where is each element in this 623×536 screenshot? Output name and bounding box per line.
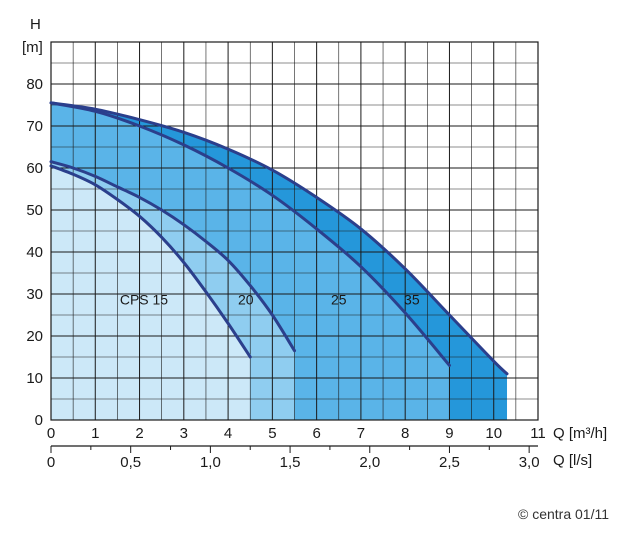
x2-tick-label: 2,0 bbox=[359, 454, 380, 471]
curve-label: 35 bbox=[404, 292, 420, 308]
area-cps-15 bbox=[51, 165, 251, 420]
y-tick-label: 40 bbox=[26, 244, 43, 261]
x-tick-label: 6 bbox=[312, 425, 320, 442]
x2-tick-label: 2,5 bbox=[439, 454, 460, 471]
curve-20 bbox=[49, 160, 296, 353]
y-tick-label: 30 bbox=[26, 286, 43, 303]
x-tick-label: 5 bbox=[268, 425, 276, 442]
x-tick-label: 10 bbox=[485, 425, 502, 442]
curve-25 bbox=[49, 101, 451, 367]
curve-labels: CPS 15 20 25 35 bbox=[120, 292, 420, 308]
pump-curves bbox=[49, 101, 509, 376]
x-tick-label: 7 bbox=[357, 425, 365, 442]
x2-tick-label: 3,0 bbox=[519, 454, 540, 471]
curve-35 bbox=[49, 101, 509, 376]
curve-cps-15 bbox=[49, 164, 252, 359]
x-axis-label-secondary: Q [l/s] bbox=[553, 452, 592, 469]
y-tick-label: 0 bbox=[35, 412, 43, 429]
y-tick-label: 50 bbox=[26, 202, 43, 219]
x-tick-labels-secondary: 0 0,5 1,0 1,5 2,0 2,5 3,0 bbox=[47, 454, 540, 471]
y-tick-label: 10 bbox=[26, 370, 43, 387]
y-tick-label: 80 bbox=[26, 76, 43, 93]
copyright-credit: © centra 01/11 bbox=[518, 506, 609, 522]
x-tick-label: 11 bbox=[530, 425, 546, 442]
x-tick-label: 4 bbox=[224, 425, 232, 442]
y-tick-label: 20 bbox=[26, 328, 43, 345]
y-axis-title: H bbox=[30, 16, 41, 33]
y-tick-labels: 0 10 20 30 40 50 60 70 80 bbox=[26, 76, 43, 429]
y-axis-unit: [m] bbox=[22, 39, 43, 56]
x2-tick-label: 0 bbox=[47, 454, 55, 471]
y-tick-label: 70 bbox=[26, 118, 43, 135]
x-tick-label: 8 bbox=[401, 425, 409, 442]
curve-label: CPS 15 bbox=[120, 292, 168, 308]
x2-tick-label: 1,0 bbox=[200, 454, 221, 471]
x-tick-label: 1 bbox=[91, 425, 99, 442]
plot-frame bbox=[50, 41, 539, 421]
curve-label: 20 bbox=[238, 292, 254, 308]
x2-tick-label: 0,5 bbox=[120, 454, 141, 471]
x-tick-label: 9 bbox=[445, 425, 453, 442]
y-tick-label: 60 bbox=[26, 160, 43, 177]
x2-tick-label: 1,5 bbox=[280, 454, 301, 471]
x-tick-labels-primary: 0 1 2 3 4 5 6 7 8 9 10 11 bbox=[47, 425, 546, 442]
grid bbox=[50, 41, 539, 453]
x-tick-label: 3 bbox=[180, 425, 188, 442]
operating-areas bbox=[51, 102, 508, 421]
x-tick-label: 2 bbox=[135, 425, 143, 442]
x-axis-label-primary: Q [m³/h] bbox=[553, 425, 607, 442]
x-tick-label: 0 bbox=[47, 425, 55, 442]
curve-label: 25 bbox=[331, 292, 347, 308]
